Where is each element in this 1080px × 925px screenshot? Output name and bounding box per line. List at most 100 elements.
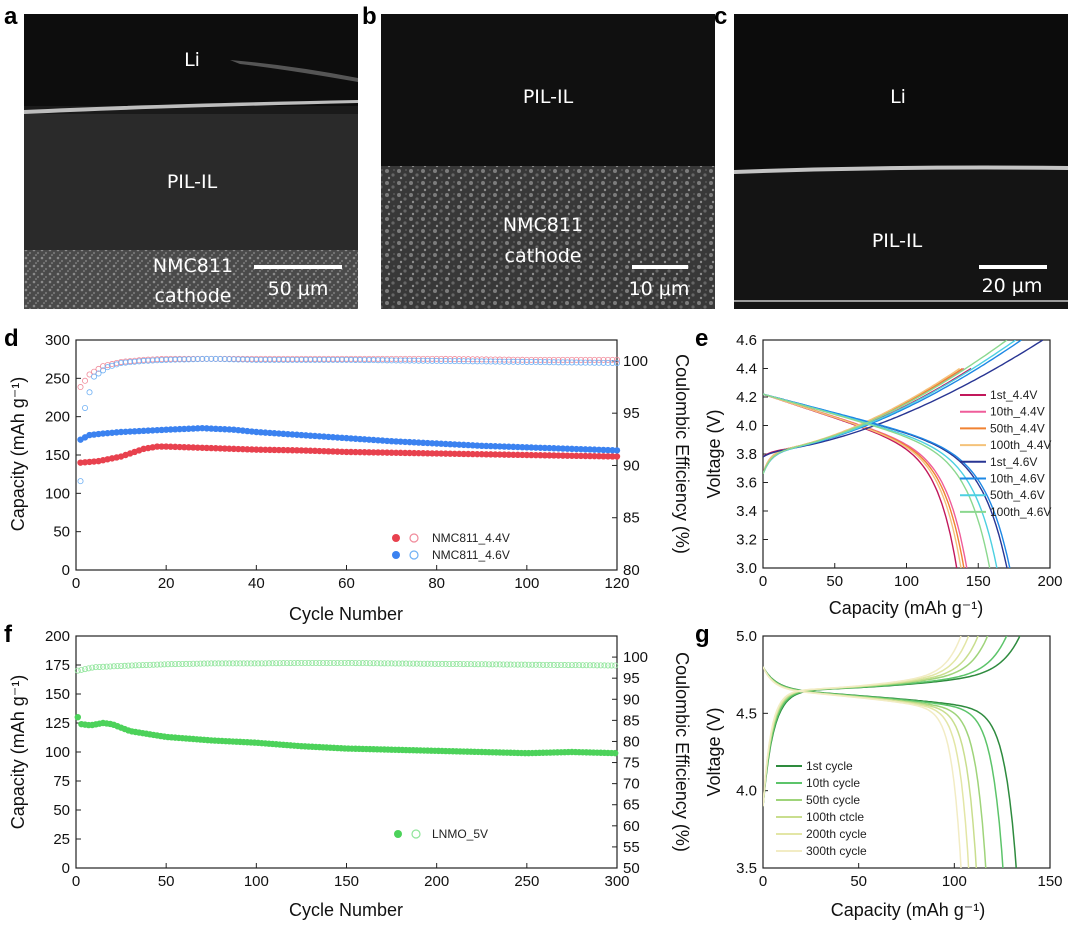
data-point (496, 358, 503, 365)
sem-label-li: Li (890, 86, 906, 108)
data-point (171, 426, 179, 433)
data-point (433, 357, 440, 364)
data-point (546, 444, 553, 452)
x-tick-label: 100 (942, 873, 967, 890)
data-point (343, 356, 350, 363)
data-point (612, 662, 619, 669)
legend-marker-open (409, 550, 419, 560)
data-point (447, 358, 454, 365)
data-point (577, 356, 584, 363)
data-point (493, 661, 500, 668)
data-point (118, 359, 125, 366)
data-point (590, 662, 597, 669)
panel-letter-f: f (4, 621, 13, 648)
data-point (338, 448, 346, 455)
sem-label-cathode: cathode (155, 285, 232, 307)
data-point (573, 359, 580, 366)
legend: 1st cycle 10th cycle 50th cycle 100th ctcle… (776, 759, 867, 858)
data-point (219, 660, 226, 667)
data-point (609, 359, 616, 366)
data-point (199, 356, 206, 363)
data-point (107, 663, 114, 670)
data-point (451, 450, 458, 457)
data-point (413, 660, 420, 667)
data-point (573, 445, 580, 453)
data-point (222, 660, 229, 667)
chart-panel-e: e 0 50 100 150 200 3.0 3.2 3.4 3.6 3.8 4.0 4.2 4.4 4.… (695, 325, 1063, 618)
data-point (229, 660, 236, 667)
data-point (388, 449, 395, 456)
data-point (149, 357, 156, 364)
data-point (433, 440, 440, 447)
y-tick-label: 100 (45, 485, 70, 502)
data-point (266, 446, 274, 454)
data-point (347, 448, 355, 456)
x-tick-label: 50 (826, 573, 843, 590)
x-tick-label: 50 (158, 873, 175, 890)
data-point (92, 664, 99, 671)
data-point (276, 660, 283, 667)
data-point (244, 660, 251, 667)
data-point (541, 452, 549, 459)
data-point (424, 660, 431, 667)
data-point (181, 443, 188, 451)
y2-tick-label: 80 (623, 733, 640, 750)
data-point (609, 453, 616, 460)
y2-tick-label: 65 (623, 797, 640, 814)
data-point (329, 356, 336, 363)
data-point (411, 357, 418, 364)
data-point (410, 449, 418, 457)
x-axis-title: Cycle Number (289, 604, 403, 624)
data-point (582, 359, 589, 366)
data-point (613, 453, 621, 460)
data-point (503, 661, 510, 668)
data-point (257, 446, 265, 453)
data-point (600, 356, 607, 363)
discharge-curve (763, 393, 1011, 568)
y-tick-label: 50 (53, 802, 70, 819)
data-point (201, 660, 208, 667)
legend-label: 10th_4.4V (990, 405, 1045, 419)
data-point (100, 363, 107, 370)
data-point (262, 446, 269, 453)
charge-curve (763, 636, 989, 807)
data-point (370, 449, 377, 456)
data-point (419, 450, 427, 457)
data-point (158, 426, 165, 434)
data-point (572, 662, 579, 669)
data-point (514, 443, 522, 451)
data-point (208, 425, 215, 432)
data-point (388, 660, 395, 667)
data-point (271, 446, 278, 454)
data-point (522, 661, 529, 668)
data-point (235, 356, 242, 363)
data-point (558, 662, 565, 669)
data-point (287, 660, 294, 667)
data-point (302, 659, 309, 666)
data-point (327, 659, 334, 666)
data-point (540, 661, 547, 668)
data-point (446, 440, 454, 448)
data-point (150, 661, 157, 668)
data-point (167, 356, 174, 363)
data-point (559, 356, 566, 363)
data-point (595, 359, 602, 366)
plot-area: 0 20 40 60 80 100 120 0 50 100 150 200 250 300 80 85 90 9… (45, 332, 648, 592)
data-point (568, 662, 575, 669)
data-point (164, 661, 171, 668)
y-tick-label: 3.5 (736, 860, 757, 877)
data-point (431, 660, 438, 667)
data-point (109, 361, 116, 368)
data-point (428, 660, 435, 667)
data-point (197, 660, 204, 667)
sem-layer-cathode (381, 166, 715, 309)
data-point (284, 356, 291, 363)
data-point (505, 451, 512, 458)
data-point (511, 661, 518, 668)
data-point (564, 359, 571, 366)
data-point (211, 660, 218, 667)
legend-marker-filled (392, 551, 400, 559)
data-point (110, 663, 117, 670)
data-point (262, 660, 269, 667)
data-point (145, 357, 152, 364)
